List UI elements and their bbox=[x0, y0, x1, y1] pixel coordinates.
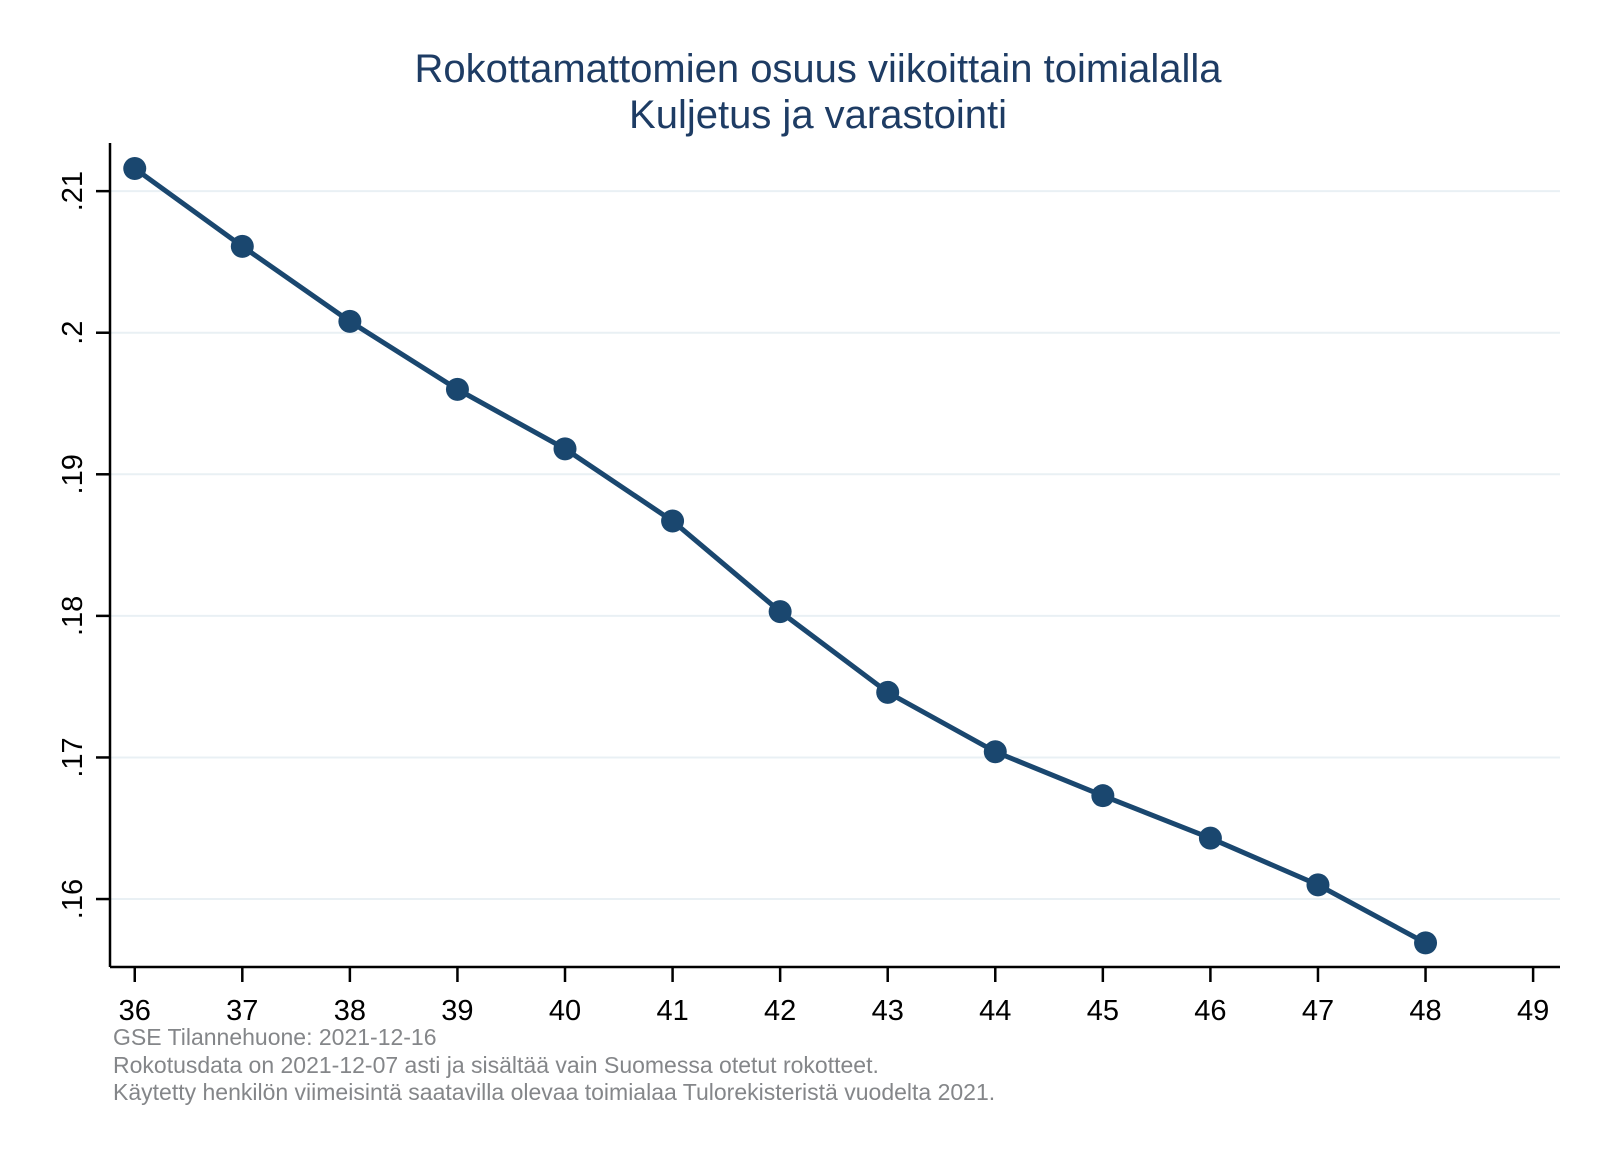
x-tick-label: 40 bbox=[549, 995, 581, 1027]
data-point-week-41 bbox=[661, 509, 685, 533]
data-point-week-45 bbox=[1091, 784, 1115, 808]
x-tick-label: 48 bbox=[1409, 995, 1441, 1027]
y-tick-label: .18 bbox=[57, 596, 89, 636]
x-tick-label: 39 bbox=[441, 995, 473, 1027]
data-point-week-38 bbox=[338, 309, 362, 333]
x-tick-label: 46 bbox=[1194, 995, 1226, 1027]
footer-notes: GSE Tilannehuone: 2021-12-16 Rokotusdata… bbox=[113, 1024, 995, 1107]
x-tick-label: 49 bbox=[1517, 995, 1549, 1027]
x-tick-label: 43 bbox=[872, 995, 904, 1027]
y-tick-label: .16 bbox=[57, 879, 89, 919]
chart-title-line1: Rokottamattomien osuus viikoittain toimi… bbox=[414, 47, 1222, 91]
data-point-week-43 bbox=[876, 680, 900, 704]
x-axis-ticks: 36 37 38 39 40 41 42 43 44 45 46 47 48 49 bbox=[119, 967, 1549, 1027]
data-point-week-36 bbox=[123, 156, 147, 180]
data-point-week-42 bbox=[768, 600, 792, 624]
footer-note-vaccine-data: Rokotusdata on 2021-12-07 asti ja sisält… bbox=[113, 1051, 879, 1078]
series-line bbox=[133, 166, 1427, 946]
y-gridlines bbox=[110, 190, 1560, 901]
x-tick-label: 37 bbox=[226, 995, 258, 1027]
x-tick-label: 45 bbox=[1087, 995, 1119, 1027]
y-tick-label: .2 bbox=[57, 321, 89, 345]
chart-title-line2: Kuljetus ja varastointi bbox=[629, 93, 1007, 137]
data-point-week-47 bbox=[1306, 873, 1330, 897]
y-axis-ticks: .21 .2 .19 .18 .17 .16 bbox=[57, 171, 110, 919]
x-tick-label: 36 bbox=[119, 995, 151, 1027]
chart-title: Rokottamattomien osuus viikoittain toimi… bbox=[38, 46, 1598, 138]
data-point-week-37 bbox=[230, 234, 254, 258]
data-point-week-48 bbox=[1414, 931, 1438, 955]
x-tick-label: 38 bbox=[334, 995, 366, 1027]
x-tick-label: 44 bbox=[979, 995, 1011, 1027]
data-point-week-40 bbox=[553, 437, 577, 461]
footer-note-method: Käytetty henkilön viimeisintä saatavilla… bbox=[113, 1079, 996, 1105]
x-tick-label: 47 bbox=[1302, 995, 1334, 1027]
data-point-week-44 bbox=[983, 740, 1007, 764]
x-tick-label: 42 bbox=[764, 995, 796, 1027]
y-tick-label: .19 bbox=[57, 454, 89, 494]
data-point-week-46 bbox=[1198, 826, 1222, 850]
data-point-week-39 bbox=[445, 377, 469, 401]
y-tick-label: .21 bbox=[57, 171, 89, 211]
footer-note-source: GSE Tilannehuone: 2021-12-16 bbox=[113, 1024, 437, 1050]
series-markers bbox=[123, 156, 1438, 955]
x-tick-label: 41 bbox=[656, 995, 688, 1027]
y-tick-label: .17 bbox=[57, 737, 89, 777]
